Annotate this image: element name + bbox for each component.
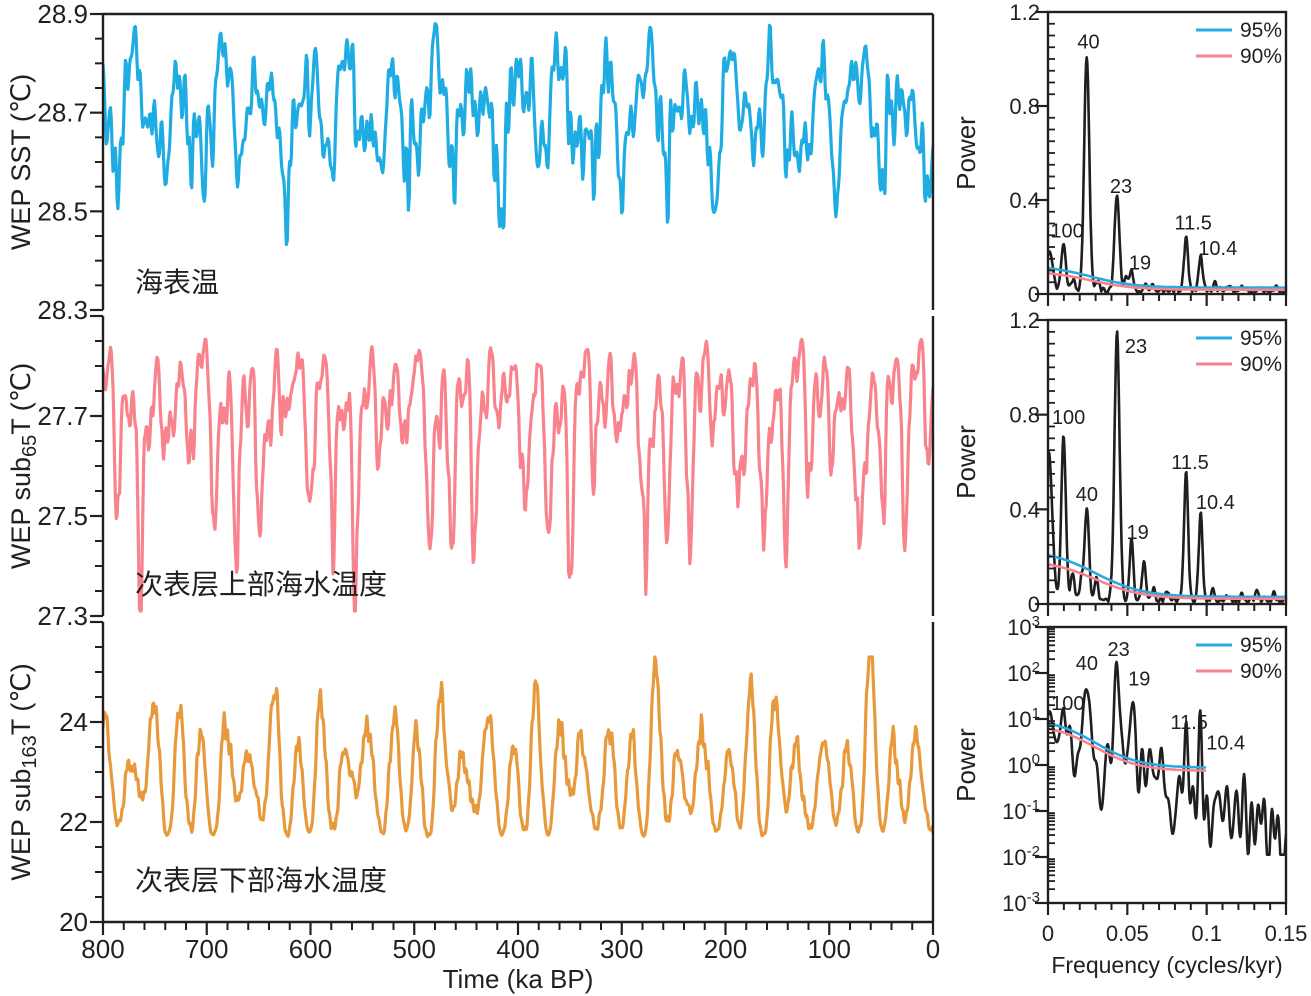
legend-90-label: 90% [1240,660,1282,683]
legend-90-label: 90% [1240,353,1282,376]
peak-label: 10.4 [1206,732,1245,754]
significance-95-line [1046,553,1288,599]
legend-95-label: 95% [1240,19,1282,42]
y-tick-label: 20 [59,907,88,937]
significance-95-line [1046,266,1288,289]
power-axis-title: Power [951,728,981,802]
peak-label: 19 [1128,669,1150,691]
y-tick-label: 0.4 [1009,497,1040,522]
peak-label: 100 [1052,407,1085,429]
x-axis-title-frequency: Frequency (cycles/kyr) [1051,952,1282,978]
log-tick-label: 10-3 [1002,889,1040,916]
peak-label: 40 [1076,653,1098,675]
panel-wep-sub65t: 27.7 27.5 27.3 WEP sub65T (℃) 次表层上部海水温度 [6,314,935,631]
y-tick-label: 0.8 [1009,403,1040,428]
y-tick-label: 28.7 [37,98,88,128]
significance-95-line [1046,722,1207,769]
peak-label: 11.5 [1174,212,1211,234]
y-tick-label: 0.4 [1009,188,1040,213]
x-tick-label: 0.15 [1265,921,1308,946]
peak-label: 19 [1129,252,1151,274]
log-tick-label: 100 [1007,751,1040,778]
y-tick-label: 28.9 [37,0,88,29]
y-axis-title: WEP SST (℃) [6,74,36,250]
x-tick-label: 400 [496,934,539,964]
x-axis-title-time: Time (ka BP) [443,964,594,994]
panel-sub163t-spectrum: 103 102 101 100 10-1 10-2 10-30 0.05 0.1 0.15 Freq… [951,613,1307,978]
significance-90-line [1046,272,1288,292]
x-tick-label: 800 [81,934,124,964]
x-tick-label: 200 [704,934,747,964]
y-axis-title: WEP sub65T (℃) [6,363,41,569]
wep-sub163t-curve [103,655,933,839]
log-tick-label: 10-2 [1002,843,1040,870]
y-tick-label: 0 [1028,592,1040,617]
panel-annotation: 海表温 [135,267,219,298]
peak-label: 100 [1051,693,1084,715]
x-tick-label: 0.1 [1191,921,1222,946]
peak-label: 10.4 [1198,238,1237,260]
panel-annotation: 次表层下部海水温度 [135,865,387,896]
legend-95-label: 95% [1240,634,1282,657]
peak-label: 23 [1110,176,1132,198]
x-tick-label: 700 [185,934,228,964]
power-axis-title: Power [951,425,981,499]
y-tick-label: 27.7 [37,401,88,431]
panel-sub65t-spectrum: 1.2 0.8 0.4 0 Power 95% 90% 100 40 23 19 11.5 10.4 [951,308,1288,617]
panel-wep-sst: 28.9 28.7 28.5 28.3 WEP SST (℃) 海表温 [6,0,935,325]
peak-label: 100 [1050,221,1083,243]
peak-label: 23 [1125,336,1147,358]
peak-label: 19 [1127,522,1149,544]
panel-annotation: 次表层上部海水温度 [135,569,387,600]
wep-sub65t-curve [103,337,933,613]
power-axis-title: Power [951,116,981,190]
peak-label: 40 [1076,484,1098,506]
y-tick-label: 22 [59,807,88,837]
x-tick-label: 300 [600,934,643,964]
y-tick-label: 0 [1028,282,1040,307]
peak-label: 11.5 [1171,452,1208,474]
panel-sst-spectrum: 1.2 0.8 0.4 0 Power 95% 90% 100 40 23 19 11.5 10.4 [951,0,1288,307]
y-tick-label: 1.2 [1009,308,1040,333]
sst-spectrum-curve [1048,56,1286,294]
legend-95-label: 95% [1240,327,1282,350]
significance-90-line [1046,727,1207,772]
significance-90-line [1046,563,1288,601]
wep-sst-curve [103,22,933,247]
y-tick-label: 28.3 [37,295,88,325]
sub163t-spectrum-curve [1048,660,1286,856]
peak-label: 11.5 [1170,712,1207,734]
y-tick-label: 27.3 [37,601,88,631]
x-tick-label: 0 [1042,921,1054,946]
log-tick-label: 103 [1007,613,1040,640]
time-axis: 800 700 600 500 400 300 200 100 0 Time (ka BP) [81,922,940,994]
peak-label: 40 [1077,31,1099,53]
log-tick-label: 10-1 [1002,797,1040,824]
y-tick-label: 27.5 [37,501,88,531]
x-tick-label: 0.05 [1106,921,1149,946]
y-tick-label: 0.8 [1009,94,1040,119]
log-tick-label: 101 [1007,705,1040,732]
peak-label: 23 [1107,639,1129,661]
sub65t-spectrum-curve [1048,330,1286,604]
y-tick-label: 24 [59,707,88,737]
panel-wep-sub163t: 24 22 20 WEP sub163T (℃) 次表层下部海水温度 [6,620,935,937]
x-tick-label: 0 [926,934,940,964]
log-tick-label: 102 [1007,659,1040,686]
x-tick-label: 500 [393,934,436,964]
peak-label: 10.4 [1196,492,1235,514]
y-axis-title: WEP sub163T (℃) [6,663,41,880]
y-tick-label: 1.2 [1009,0,1040,25]
x-tick-label: 100 [808,934,851,964]
x-tick-label: 600 [289,934,332,964]
legend-90-label: 90% [1240,45,1282,68]
y-tick-label: 28.5 [37,196,88,226]
